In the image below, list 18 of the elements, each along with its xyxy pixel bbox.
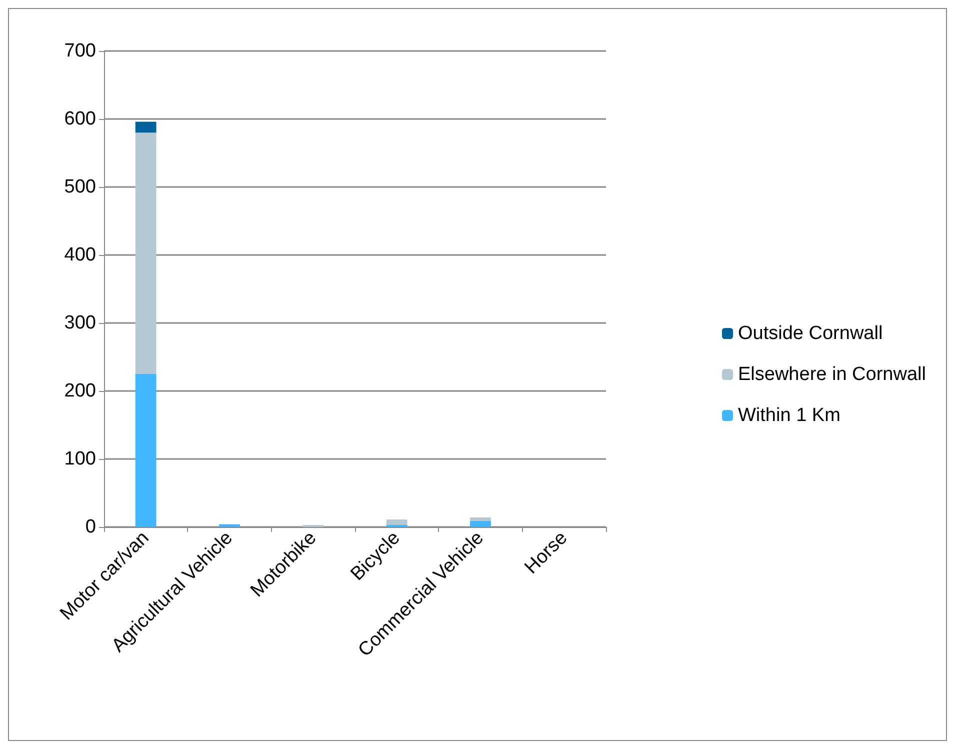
y-tick-label: 600 (64, 108, 96, 130)
y-tick-label: 100 (64, 448, 96, 470)
y-tick-label: 400 (64, 244, 96, 266)
legend-label: Elsewhere in Cornwall (738, 364, 926, 385)
legend-label: Within 1 Km (738, 405, 840, 426)
legend-label: Outside Cornwall (738, 323, 883, 344)
y-tick-label: 200 (64, 380, 96, 402)
bar (470, 520, 491, 527)
bar (135, 132, 156, 374)
bar (135, 122, 156, 133)
y-tick-label: 300 (64, 312, 96, 334)
bar (386, 520, 408, 525)
y-tick-label: 500 (64, 176, 96, 198)
bar (219, 524, 240, 527)
y-tick-label: 0 (85, 516, 96, 538)
y-tick-label: 700 (64, 40, 96, 62)
bar (470, 517, 491, 521)
bar (135, 374, 156, 527)
